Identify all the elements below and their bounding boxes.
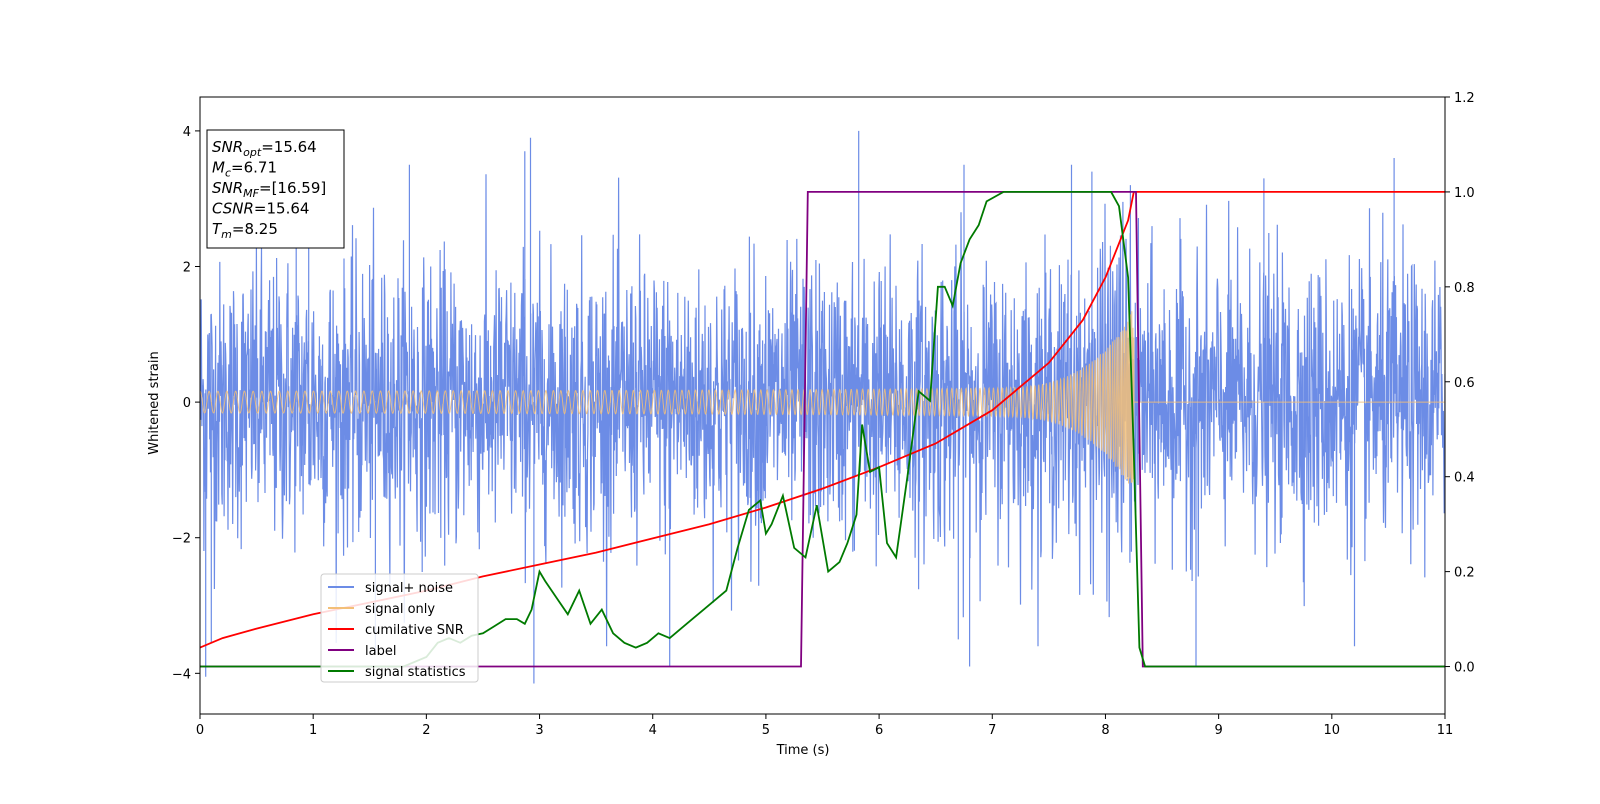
y-right-tick-label: 0.4: [1454, 471, 1475, 486]
legend-item-label: signal statistics: [365, 665, 466, 680]
annotation-frame: [206, 129, 345, 249]
x-tick-label: 0: [196, 723, 204, 738]
annotation-line: SNRopt=15.64: [212, 138, 317, 159]
annotation-symbol: SNR: [212, 179, 243, 197]
annotation-value: =8.25: [232, 220, 278, 238]
y-right-tick-label: 0.6: [1454, 376, 1475, 391]
y-right-tick-label: 1.0: [1454, 186, 1475, 201]
y-left-tick-label: −2: [172, 532, 191, 547]
legend-frame: [320, 573, 479, 683]
annotation-line: SNRMF=[16.59]: [212, 179, 326, 200]
legend-item-label: signal+ noise: [365, 581, 453, 596]
annotation-box: SNRopt=15.64Mc=6.71SNRMF=[16.59]CSNR=15.…: [206, 129, 345, 249]
x-tick-label: 1: [309, 723, 317, 738]
annotation-line: Mc=6.71: [212, 159, 277, 180]
x-tick-label: 11: [1437, 723, 1454, 738]
x-tick-label: 6: [875, 723, 883, 738]
series-signal-only-line: [200, 311, 1445, 484]
y-axis-right: 1.2 1.0 0.8 0.6 0.4 0.2 0.0: [1445, 91, 1475, 676]
y-right-tick-label: 1.2: [1454, 91, 1475, 106]
annotation-value: =15.64: [261, 138, 317, 156]
annotation-subscript: MF: [243, 187, 259, 200]
x-tick-label: 8: [1101, 723, 1109, 738]
x-axis-label: Time (s): [776, 743, 830, 758]
annotation-symbol: M: [212, 159, 225, 177]
y-left-tick-label: −4: [172, 667, 191, 682]
x-tick-label: 7: [988, 723, 996, 738]
y-left-tick-label: 2: [183, 261, 191, 276]
annotation-symbol: SNR: [212, 138, 243, 156]
legend: signal+ noise signal only cumilative SNR la…: [320, 573, 479, 683]
y-axis-left: 4 2 0 −2 −4: [172, 125, 200, 682]
annotation-subscript: m: [221, 228, 232, 241]
annotation-value: =[16.59]: [259, 179, 326, 197]
x-tick-label: 2: [422, 723, 430, 738]
x-tick-label: 10: [1324, 723, 1341, 738]
y-axis-label: Whitened strain: [147, 351, 162, 454]
annotation-value: =6.71: [231, 159, 277, 177]
annotation-line: CSNR=15.64: [212, 200, 309, 218]
legend-item-label: label: [365, 644, 396, 659]
annotation-subscript: opt: [243, 146, 262, 159]
x-tick-label: 5: [762, 723, 770, 738]
annotation-symbol: CSNR: [212, 200, 254, 218]
legend-item-label: signal only: [365, 602, 435, 617]
x-axis: 0 1 2 3 4 5 6 7 8 9 10 11: [196, 714, 1453, 738]
axes-frame: [199, 96, 1446, 715]
annotation-line: Tm=8.25: [212, 220, 278, 241]
legend-item-label: cumilative SNR: [365, 623, 464, 638]
y-right-tick-label: 0.2: [1454, 566, 1475, 581]
annotation-value: =15.64: [254, 200, 310, 218]
y-right-tick-label: 0.0: [1454, 661, 1475, 676]
x-tick-label: 3: [535, 723, 543, 738]
x-tick-label: 9: [1214, 723, 1222, 738]
series-signal-statistics-line: [200, 191, 1445, 668]
y-right-tick-label: 0.8: [1454, 281, 1475, 296]
annotation-symbol: T: [212, 220, 223, 238]
annotation-subscript: c: [225, 167, 231, 180]
plot-frame: [199, 96, 1446, 715]
y-left-tick-label: 0: [183, 396, 191, 411]
x-tick-label: 4: [649, 723, 657, 738]
y-left-tick-label: 4: [183, 125, 191, 140]
